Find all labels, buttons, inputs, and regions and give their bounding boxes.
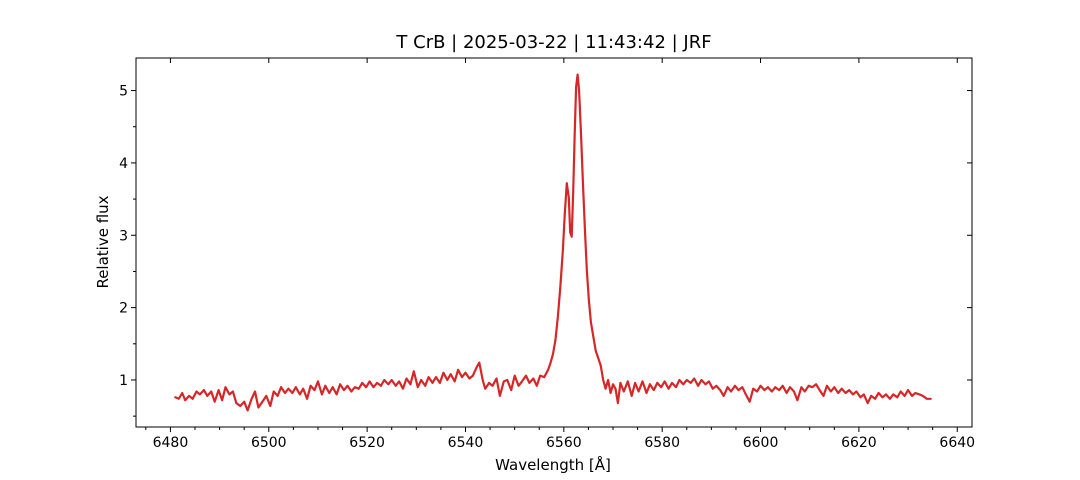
x-tick-label: 6480 — [153, 435, 189, 451]
x-tick-label: 6580 — [644, 435, 680, 451]
y-tick-label: 3 — [119, 228, 128, 244]
y-tick-label: 1 — [119, 373, 128, 389]
plot-frame — [135, 57, 973, 428]
y-tick-label: 2 — [119, 301, 128, 317]
x-tick-label: 6520 — [349, 435, 385, 451]
x-tick-label: 6540 — [448, 435, 484, 451]
y-tick-label: 4 — [119, 156, 128, 172]
y-axis-label: Relative flux — [94, 195, 112, 288]
chart-title: T CrB | 2025-03-22 | 11:43:42 | JRF — [395, 32, 711, 53]
plot-area: 6480 6500 6520 6540 6560 6580 6600 6620 6640 1 2 3… — [119, 57, 975, 451]
x-tick-label: 6640 — [939, 435, 975, 451]
x-tick-label: 6620 — [841, 435, 877, 451]
x-axis-ticks: 6480 6500 6520 6540 6560 6580 6600 6620 6640 — [145, 58, 975, 451]
x-tick-label: 6560 — [546, 435, 582, 451]
y-axis-ticks: 1 2 3 4 5 — [119, 84, 972, 417]
x-axis-label: Wavelength [Å] — [495, 455, 611, 474]
y-tick-label: 5 — [119, 84, 128, 100]
x-tick-label: 6500 — [251, 435, 287, 451]
series-line-spectrum — [174, 73, 932, 412]
x-tick-label: 6600 — [743, 435, 779, 451]
